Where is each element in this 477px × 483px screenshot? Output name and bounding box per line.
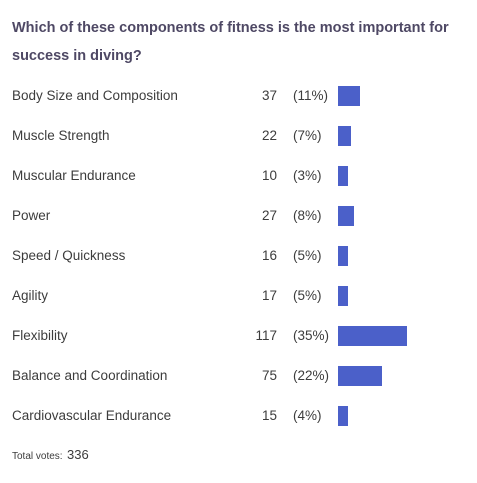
- option-label: Muscle Strength: [12, 128, 110, 143]
- result-row: Balance and Coordination 75 (22%): [0, 356, 477, 396]
- option-label: Power: [12, 208, 51, 223]
- vote-percent: (35%): [293, 328, 330, 343]
- result-row: Muscle Strength 22 (7%): [0, 116, 477, 156]
- vote-count: 75: [261, 368, 277, 383]
- vote-count: 22: [261, 128, 277, 143]
- option-label: Balance and Coordination: [12, 368, 168, 383]
- vote-percent: (7%): [293, 128, 322, 143]
- vote-count: 37: [261, 88, 277, 103]
- vote-percent: (11%): [293, 88, 329, 103]
- vote-count: 16: [261, 248, 277, 263]
- vote-bar: [338, 126, 351, 146]
- option-label: Agility: [12, 288, 49, 303]
- result-row: Cardiovascular Endurance 15 (4%): [0, 396, 477, 436]
- vote-bar: [338, 166, 348, 186]
- poll-results: Body Size and Composition 37 (11%) Muscle S…: [0, 76, 477, 436]
- result-row: Body Size and Composition 37 (11%): [0, 76, 477, 116]
- vote-percent: (22%): [293, 368, 330, 383]
- vote-bar: [338, 86, 360, 106]
- option-label: Speed / Quickness: [12, 248, 126, 263]
- vote-bar: [338, 366, 382, 386]
- vote-percent: (5%): [293, 248, 322, 263]
- vote-bar: [338, 206, 354, 226]
- vote-count: 15: [261, 408, 277, 423]
- vote-percent: (3%): [293, 168, 322, 183]
- result-row: Speed / Quickness 16 (5%): [0, 236, 477, 276]
- vote-bar: [338, 326, 407, 346]
- result-row: Power 27 (8%): [0, 196, 477, 236]
- total-votes-label: Total votes:: [12, 451, 63, 462]
- result-row: Flexibility 117 (35%): [0, 316, 477, 356]
- vote-bar: [338, 406, 348, 426]
- total-votes-value: 336: [67, 447, 89, 462]
- vote-percent: (4%): [293, 408, 322, 423]
- vote-count: 117: [255, 328, 277, 343]
- vote-count: 17: [261, 288, 277, 303]
- vote-count: 27: [261, 208, 277, 223]
- vote-percent: (5%): [293, 288, 322, 303]
- vote-count: 10: [261, 168, 277, 183]
- option-label: Muscular Endurance: [12, 168, 136, 183]
- vote-bar: [338, 246, 348, 266]
- vote-percent: (8%): [293, 208, 322, 223]
- option-label: Body Size and Composition: [12, 88, 178, 103]
- option-label: Flexibility: [12, 328, 68, 343]
- result-row: Agility 17 (5%): [0, 276, 477, 316]
- vote-bar: [338, 286, 348, 306]
- result-row: Muscular Endurance 10 (3%): [0, 156, 477, 196]
- poll-question: Which of these components of fitness is …: [12, 20, 449, 64]
- option-label: Cardiovascular Endurance: [12, 408, 172, 423]
- total-votes: Total votes: 336: [12, 446, 89, 464]
